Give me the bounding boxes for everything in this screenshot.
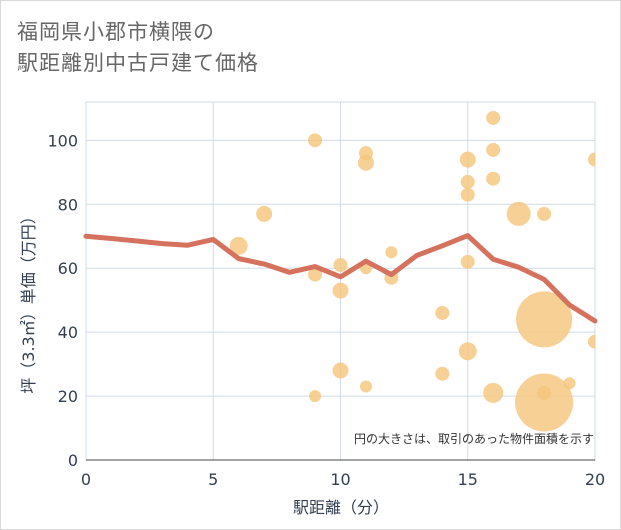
chart-title: 福岡県小郡市横隈の 駅距離別中古戸建て価格 (17, 17, 259, 79)
x-tick-label: 0 (81, 470, 91, 489)
x-tick-label: 10 (330, 470, 350, 489)
x-tick-label: 15 (458, 470, 478, 489)
bubble-point (359, 380, 372, 393)
axis-layer: 0 5 10 15 20 0 20 40 60 80 100 (47, 131, 605, 489)
bubble-point (333, 258, 348, 273)
bubble-point (537, 206, 552, 221)
bubble-point (486, 142, 501, 157)
bubble-point (435, 305, 450, 320)
bubble-point (506, 201, 531, 226)
bubble-point (483, 382, 504, 403)
y-tick-label: 40 (58, 323, 78, 342)
x-tick-label: 20 (585, 470, 605, 489)
bubble-point (229, 236, 248, 255)
bubble-point (588, 152, 595, 167)
bubble-group (229, 110, 595, 432)
chart-title-line1: 福岡県小郡市横隈の (17, 20, 215, 44)
x-axis-title: 駅距離（分） (293, 498, 389, 517)
average-price-line (83, 233, 598, 324)
bubble-point (332, 282, 349, 299)
bubble-point (460, 174, 475, 189)
bubble-point (435, 366, 450, 381)
bubble-point (385, 246, 398, 259)
bubble-point (256, 205, 273, 222)
bubble-point (308, 267, 323, 282)
bubble-point (516, 291, 573, 348)
bubble-size-note: 円の大きさは、取引のあった物件面積を示す (354, 431, 594, 446)
y-tick-label: 100 (47, 131, 78, 150)
bubble-point (486, 110, 501, 125)
bubble-point (458, 342, 477, 361)
bubble-point (309, 390, 322, 403)
y-tick-label: 80 (58, 195, 78, 214)
bubble-layer (229, 110, 595, 432)
y-tick-label: 0 (68, 451, 78, 470)
bubble-point (460, 254, 475, 269)
bubble-point (588, 334, 595, 349)
y-tick-label: 60 (58, 259, 78, 278)
x-tick-label: 5 (208, 470, 218, 489)
y-tick-label: 20 (58, 387, 78, 406)
bubble-point (486, 171, 501, 186)
bubble-point (357, 154, 374, 171)
bubble-point (563, 377, 576, 390)
bubble-point (460, 187, 475, 202)
bubble-point (515, 373, 574, 432)
bubble-point (308, 133, 323, 148)
chart-title-line2: 駅距離別中古戸建て価格 (17, 51, 259, 75)
bubble-point (332, 362, 349, 379)
bubble-point (459, 151, 476, 168)
line-layer (83, 233, 598, 324)
y-axis-title: 坪（3.3㎡）単価（万円） (19, 208, 38, 393)
